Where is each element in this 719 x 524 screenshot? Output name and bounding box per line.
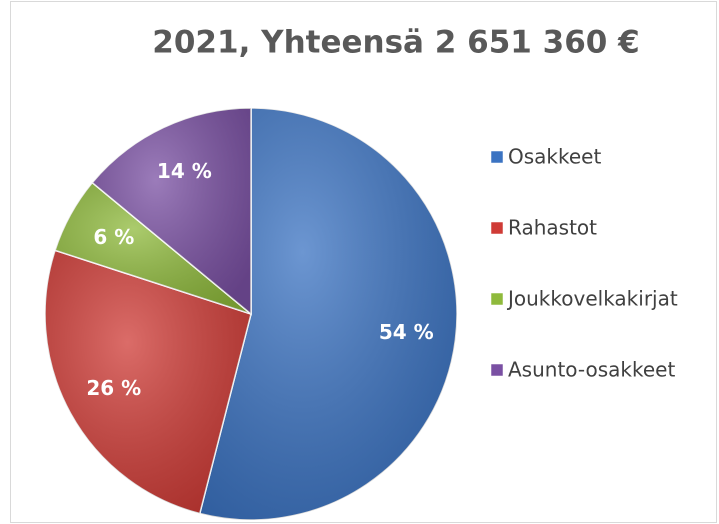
data-label: 26 % (86, 376, 141, 400)
legend-label: Asunto-osakkeet (508, 358, 675, 382)
data-label: 54 % (379, 320, 434, 344)
legend-label: Rahastot (508, 216, 597, 240)
legend-swatch (490, 292, 504, 306)
data-label: 6 % (93, 225, 134, 249)
legend-swatch (490, 150, 504, 164)
legend-swatch (490, 363, 504, 377)
legend-swatch (490, 221, 504, 235)
chart-title: 2021, Yhteensä 2 651 360 € (152, 25, 639, 61)
data-label: 14 % (157, 159, 212, 183)
legend-label: Osakkeet (508, 145, 601, 169)
legend-label: Joukkovelkakirjat (506, 287, 678, 311)
